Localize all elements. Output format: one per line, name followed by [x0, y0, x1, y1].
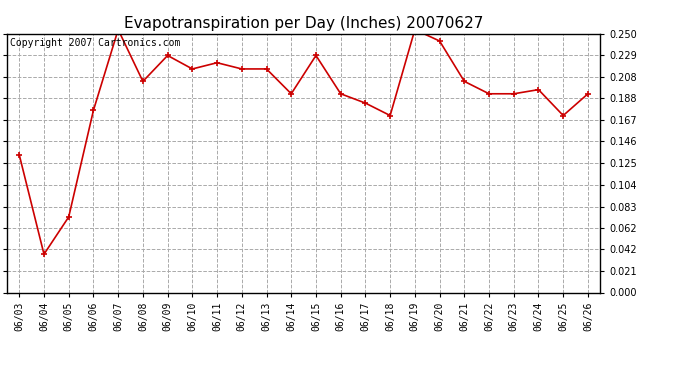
Text: Copyright 2007 Cartronics.com: Copyright 2007 Cartronics.com — [10, 38, 180, 48]
Title: Evapotranspiration per Day (Inches) 20070627: Evapotranspiration per Day (Inches) 2007… — [124, 16, 483, 31]
